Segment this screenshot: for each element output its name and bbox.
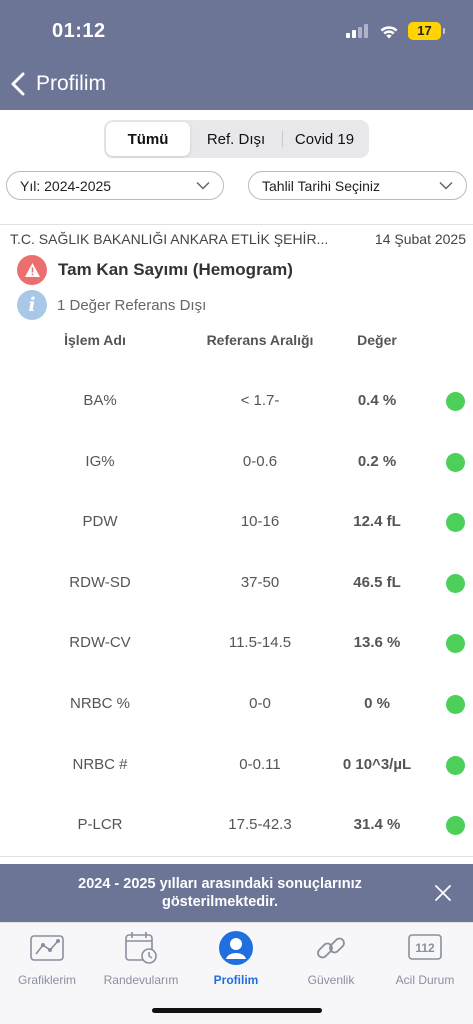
- table-row[interactable]: NRBC # 0-0.11 0 10^3/µL: [0, 745, 473, 785]
- warning-icon: [17, 255, 47, 285]
- test-title: Tam Kan Sayımı (Hemogram): [58, 260, 293, 279]
- cellular-signal-icon: [346, 24, 370, 38]
- tab-label: Güvenlik: [307, 973, 355, 987]
- tab-label: Acil Durum: [395, 973, 455, 987]
- wifi-icon: [378, 22, 400, 40]
- test-name: P-LCR: [77, 816, 123, 833]
- link-icon: [317, 937, 345, 959]
- test-name: NRBC #: [72, 756, 128, 773]
- status-normal-dot: [446, 513, 465, 532]
- app-header: 01:12 17 Profilim: [0, 0, 473, 110]
- reference-range: 37-50: [240, 574, 280, 591]
- test-name: RDW-SD: [69, 574, 131, 591]
- status-normal-dot: [446, 574, 465, 593]
- result-date: 14 Şubat 2025: [374, 231, 466, 247]
- battery-icon: 17: [408, 22, 445, 40]
- back-button[interactable]: Profilim: [8, 66, 106, 102]
- status-normal-dot: [446, 634, 465, 653]
- info-row: i 1 Değer Referans Dışı: [17, 290, 206, 320]
- status-normal-dot: [446, 453, 465, 472]
- info-banner: 2024 - 2025 yılları arasındaki sonuçları…: [0, 864, 473, 922]
- test-value: 31.4 %: [353, 816, 401, 833]
- status-time: 01:12: [52, 20, 106, 42]
- chevron-left-icon: [11, 72, 25, 96]
- svg-text:112: 112: [415, 941, 435, 955]
- emergency-112-icon: 112: [408, 934, 442, 960]
- reference-range: 11.5-14.5: [228, 634, 292, 651]
- test-name: PDW: [82, 513, 118, 530]
- reference-range: 17.5-42.3: [228, 816, 292, 833]
- column-header-value: Değer: [357, 332, 397, 348]
- tab-label: Randevularım: [103, 973, 179, 987]
- table-row[interactable]: PDW 10-16 12.4 fL: [0, 502, 473, 542]
- chart-icon: [30, 935, 64, 961]
- status-normal-dot: [446, 392, 465, 411]
- close-icon: [435, 885, 451, 901]
- institution-name: T.C. SAĞLIK BAKANLIĞI ANKARA ETLİK ŞEHİR…: [10, 231, 329, 247]
- test-value: 0.4 %: [357, 392, 397, 409]
- result-header[interactable]: T.C. SAĞLIK BAKANLIĞI ANKARA ETLİK ŞEHİR…: [10, 231, 466, 249]
- reference-range: 10-16: [240, 513, 280, 530]
- segment-out-of-range[interactable]: Ref. Dışı: [206, 130, 266, 148]
- info-icon: i: [17, 290, 47, 320]
- segment-covid19[interactable]: Covid 19: [282, 122, 367, 156]
- reference-range: 0-0.6: [242, 453, 278, 470]
- table-row[interactable]: IG% 0-0.6 0.2 %: [0, 442, 473, 482]
- banner-text: 2024 - 2025 yılları arasındaki sonuçları…: [78, 876, 362, 910]
- home-indicator: [152, 1008, 322, 1013]
- table-row[interactable]: BA% < 1.7- 0.4 %: [0, 381, 473, 421]
- status-bar: 01:12 17: [0, 0, 473, 62]
- table-row[interactable]: RDW-CV 11.5-14.5 13.6 %: [0, 623, 473, 663]
- tab-acil-durum[interactable]: 112 Acil Durum: [378, 928, 472, 990]
- test-value: 0.2 %: [357, 453, 397, 470]
- status-normal-dot: [446, 816, 465, 835]
- segment-all[interactable]: Tümü: [106, 122, 190, 156]
- reference-range: 0-0.11: [239, 756, 281, 773]
- chevron-down-icon: [439, 181, 453, 190]
- tab-grafiklerim[interactable]: Grafiklerim: [0, 928, 94, 990]
- tab-label: Profilim: [213, 973, 259, 987]
- test-name: NRBC %: [69, 695, 130, 712]
- test-name: BA%: [83, 392, 117, 409]
- chevron-down-icon: [196, 181, 210, 190]
- test-title-row: Tam Kan Sayımı (Hemogram): [17, 255, 293, 285]
- table-row[interactable]: P-LCR 17.5-42.3 31.4 %: [0, 805, 473, 845]
- test-value: 0 10^3/µL: [342, 756, 412, 773]
- divider: [0, 856, 473, 857]
- date-select-value: Tahlil Tarihi Seçiniz: [262, 177, 381, 194]
- test-name: RDW-CV: [69, 634, 131, 651]
- column-header-name: İşlem Adı: [64, 332, 126, 348]
- column-header-range: Referans Aralığı: [206, 332, 314, 348]
- year-select[interactable]: Yıl: 2024-2025: [6, 171, 224, 200]
- reference-range: 0-0: [249, 695, 271, 712]
- filter-segmented-control: Tümü Ref. Dışı Covid 19: [104, 120, 369, 158]
- status-normal-dot: [446, 756, 465, 775]
- tab-randevularim[interactable]: Randevularım: [94, 928, 188, 990]
- table-row[interactable]: RDW-SD 37-50 46.5 fL: [0, 563, 473, 603]
- close-banner-button[interactable]: [433, 883, 453, 903]
- year-select-value: Yıl: 2024-2025: [20, 177, 112, 194]
- test-value: 46.5 fL: [353, 574, 401, 591]
- table-row[interactable]: NRBC % 0-0 0 %: [0, 684, 473, 724]
- divider: [0, 224, 473, 225]
- reference-range: < 1.7-: [240, 392, 280, 409]
- tab-guvenlik[interactable]: Güvenlik: [284, 928, 378, 990]
- tab-profilim[interactable]: Profilim: [189, 928, 283, 990]
- date-select[interactable]: Tahlil Tarihi Seçiniz: [248, 171, 467, 200]
- test-value: 0 %: [364, 695, 390, 712]
- calendar-icon: [125, 932, 157, 964]
- profile-icon: [219, 931, 253, 965]
- test-value: 12.4 fL: [353, 513, 401, 530]
- test-name: IG%: [85, 453, 115, 470]
- status-normal-dot: [446, 695, 465, 714]
- out-of-range-info: 1 Değer Referans Dışı: [57, 296, 207, 314]
- page-title: Profilim: [36, 72, 107, 95]
- tab-bar: Grafiklerim Randevularım Profilim Güvenl…: [0, 922, 473, 1024]
- tab-label: Grafiklerim: [17, 973, 76, 987]
- test-value: 13.6 %: [353, 634, 401, 651]
